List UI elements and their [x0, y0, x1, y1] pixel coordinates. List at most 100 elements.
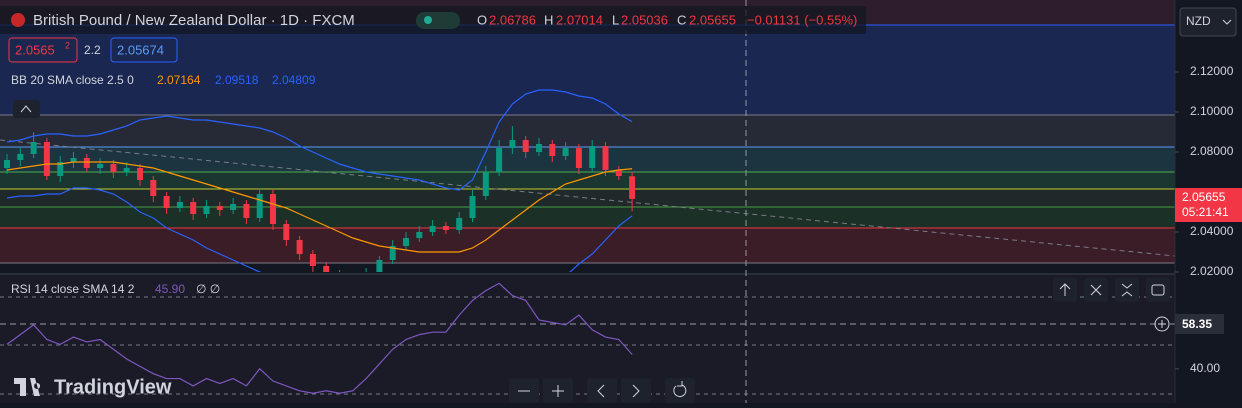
dropdown-icon — [1222, 19, 1232, 25]
collapse-button[interactable] — [13, 100, 40, 118]
candle-body — [57, 162, 64, 176]
collapse-pane-button[interactable] — [1115, 278, 1139, 302]
candle-body — [562, 148, 569, 156]
candle-body — [256, 194, 263, 218]
ask: 2.05674 — [117, 42, 164, 57]
candle-body — [203, 206, 210, 214]
candle-body — [442, 226, 449, 230]
scroll-right-button[interactable] — [621, 378, 651, 403]
candle-body — [496, 148, 503, 172]
toolbar — [509, 378, 695, 403]
icon — [632, 384, 640, 398]
crosshair-value: 58.35 — [1182, 317, 1212, 331]
pane-controls — [1053, 278, 1170, 302]
bb-line — [6, 187, 633, 272]
buy-button[interactable] — [110, 37, 178, 63]
last-price: 2.05655 — [1182, 190, 1226, 204]
bid-sup: 2 — [65, 40, 70, 50]
countdown: 05:21:41 — [1182, 205, 1229, 219]
candle-body — [83, 158, 90, 168]
candle-body — [509, 140, 516, 148]
icon — [1121, 283, 1133, 297]
y-tick-label: 2.08000 — [1190, 144, 1234, 158]
bb-basis-value: 2.07164 — [157, 73, 201, 87]
logo: TradingView — [14, 376, 172, 398]
zone — [0, 25, 1175, 115]
l-value: 2.05036 — [621, 12, 668, 27]
h-value: 2.07014 — [556, 12, 603, 27]
candle-body — [549, 144, 556, 156]
bb-label: BB 20 SMA close 2.5 0 — [11, 73, 134, 87]
candle-body — [309, 254, 316, 266]
candle-body — [403, 238, 409, 246]
rsi-line — [6, 282, 633, 394]
o-label: O — [477, 12, 487, 27]
candle-body — [522, 140, 529, 152]
zone — [0, 207, 1175, 228]
candle-body — [482, 172, 489, 196]
candle-body — [30, 142, 37, 154]
icon — [552, 385, 564, 397]
candle-body — [216, 206, 223, 210]
candle-body — [190, 202, 197, 214]
currency: NZD — [1186, 14, 1211, 28]
rsi-value: 45.90 — [155, 282, 185, 296]
symbol-title: British Pound / New Zealand Dollar · 1D … — [33, 12, 355, 29]
bb-lower-value: 2.04809 — [272, 73, 316, 87]
y-tick-label: 2.12000 — [1190, 64, 1234, 78]
reset-button[interactable] — [665, 378, 695, 403]
price-label — [1175, 188, 1242, 222]
candle-body — [389, 246, 396, 260]
y-tick-label: 2.02000 — [1190, 264, 1234, 278]
rsi-label: RSI 14 close SMA 14 2 — [11, 282, 135, 296]
maximize-button[interactable] — [1146, 278, 1170, 302]
scroll-left-button[interactable] — [587, 378, 617, 403]
y-tick-label: 2.10000 — [1190, 104, 1234, 118]
candle-body — [110, 164, 117, 172]
candle-body — [323, 266, 330, 272]
zone — [0, 189, 1175, 207]
candle-body — [243, 204, 250, 218]
candle-body — [456, 218, 463, 230]
icon — [673, 381, 687, 398]
candle-body — [469, 196, 476, 218]
o-value: 2.06786 — [489, 12, 536, 27]
zone — [0, 115, 1175, 147]
candle-body — [97, 164, 104, 168]
sell-button[interactable] — [8, 37, 78, 63]
candle-body — [176, 202, 183, 208]
market-status[interactable] — [416, 12, 460, 29]
rsi-plot — [6, 282, 633, 394]
candle-body — [43, 142, 50, 176]
zone — [0, 147, 1175, 172]
candle-body — [163, 196, 170, 208]
bb-upper-value: 2.09518 — [215, 73, 259, 87]
bb-line — [6, 89, 633, 191]
logo-text: TradingView — [54, 376, 172, 398]
icon — [1090, 284, 1102, 296]
icon — [1158, 320, 1166, 328]
candle-body — [230, 204, 237, 210]
candle-body — [270, 194, 276, 224]
c-value: 2.05655 — [689, 12, 736, 27]
icon — [1151, 284, 1165, 296]
candle-body — [602, 146, 609, 170]
candle-body — [575, 148, 582, 168]
trend-line — [0, 139, 1176, 257]
candle-body — [17, 154, 24, 160]
currency-button[interactable] — [1179, 7, 1237, 37]
candle-body — [296, 240, 303, 254]
l-label: L — [612, 12, 619, 27]
c-label: C — [677, 12, 686, 27]
icon — [1059, 283, 1071, 296]
add-button[interactable] — [1154, 316, 1170, 332]
y-tick-label: 40.00 — [1190, 361, 1220, 375]
candle-body — [589, 146, 596, 168]
y-tick-label: 2.04000 — [1190, 224, 1234, 238]
icon — [597, 384, 605, 398]
candle-body — [137, 168, 143, 180]
candle-body — [283, 224, 290, 240]
candle-body — [615, 170, 622, 176]
